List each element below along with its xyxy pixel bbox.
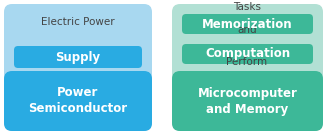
Text: Tasks: Tasks [233, 2, 261, 12]
Text: Power
Semiconductor: Power Semiconductor [28, 87, 128, 116]
FancyBboxPatch shape [172, 71, 323, 131]
Text: Microcomputer
and Memory: Microcomputer and Memory [198, 87, 298, 116]
FancyBboxPatch shape [14, 46, 142, 68]
Text: and: and [237, 25, 257, 35]
Text: Computation: Computation [205, 48, 290, 60]
FancyBboxPatch shape [182, 44, 313, 64]
Text: Supply: Supply [56, 50, 101, 63]
FancyBboxPatch shape [4, 71, 152, 131]
Text: Memorization: Memorization [202, 18, 293, 31]
Text: Perform: Perform [226, 57, 267, 67]
FancyBboxPatch shape [182, 14, 313, 34]
Text: Electric Power: Electric Power [41, 17, 115, 27]
FancyBboxPatch shape [4, 4, 152, 131]
FancyBboxPatch shape [172, 4, 323, 131]
